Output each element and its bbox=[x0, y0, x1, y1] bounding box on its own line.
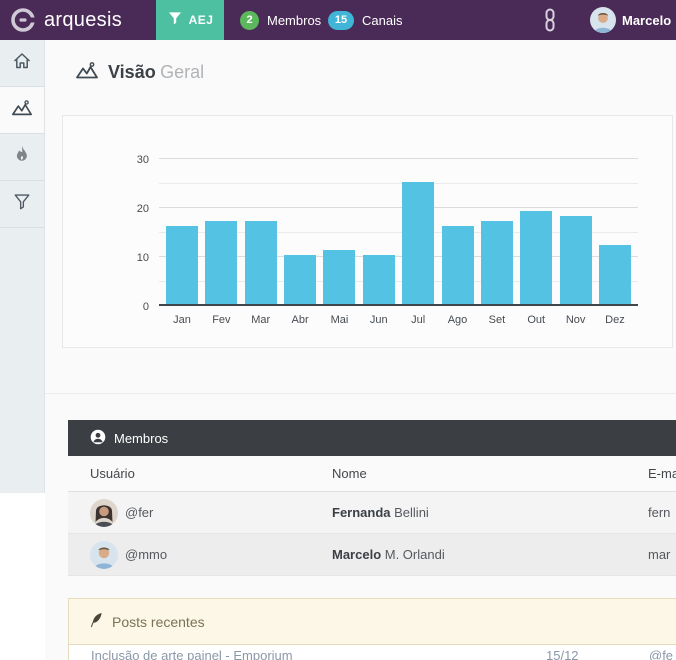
title-strong: Visão bbox=[108, 62, 156, 82]
column-header-nome: Nome bbox=[332, 466, 367, 481]
x-tick-label: Mai bbox=[330, 314, 349, 326]
member-email: mar bbox=[648, 547, 671, 562]
y-tick-label: 0 bbox=[142, 301, 149, 313]
bar-mai bbox=[323, 250, 356, 304]
recent-posts-panel: Posts recentes Inclusão de arte painel -… bbox=[68, 598, 676, 660]
sidebar-item-home[interactable] bbox=[0, 40, 44, 87]
x-tick-label: Abr bbox=[291, 314, 309, 326]
y-tick-label: 10 bbox=[136, 252, 149, 264]
sidebar-item-overview[interactable] bbox=[0, 87, 44, 134]
bar-jan bbox=[166, 225, 198, 304]
x-tick-label: Ago bbox=[447, 314, 468, 326]
main-content: Visão Geral 0 10 20 30 Jan Fev Mar Abr Mai Jun Ju… bbox=[45, 40, 676, 660]
x-tick-label: Nov bbox=[565, 314, 586, 326]
chart-plot: 0 10 20 30 bbox=[137, 154, 638, 313]
bar-set bbox=[480, 220, 513, 304]
sidebar-item-activity[interactable] bbox=[0, 134, 44, 181]
bar-out bbox=[520, 210, 553, 304]
x-tick-label: Set bbox=[488, 314, 506, 326]
arquesis-logo-icon bbox=[10, 7, 36, 33]
members-count-badge: 2 bbox=[240, 10, 259, 30]
y-tick-label: 30 bbox=[136, 154, 149, 166]
column-header-email: E-mail bbox=[648, 466, 676, 481]
filter-funnel-icon bbox=[13, 192, 31, 216]
members-panel-header: Membros bbox=[68, 420, 676, 456]
avatar-fernanda bbox=[90, 498, 118, 527]
channels-counter[interactable]: 15 Canais bbox=[328, 0, 402, 40]
members-panel: Membros Usuário Nome E-mail @fer Fernand bbox=[68, 420, 676, 576]
bar-mar bbox=[244, 220, 277, 304]
chart-x-labels: Jan Fev Mar Abr Mai Jun Jul Ago Set Out Nov Dez bbox=[159, 314, 638, 326]
member-first-name: Fernanda bbox=[332, 505, 391, 520]
bar-jun bbox=[362, 255, 395, 304]
gridline bbox=[159, 231, 638, 233]
funnel-icon bbox=[167, 10, 183, 31]
title-light: Geral bbox=[160, 62, 205, 82]
gridline bbox=[159, 182, 638, 184]
bar-jul bbox=[402, 181, 435, 304]
home-icon bbox=[12, 51, 32, 76]
image-mountain-icon bbox=[75, 60, 99, 85]
team-tab-aej[interactable]: AEJ bbox=[156, 0, 224, 40]
column-header-usuario: Usuário bbox=[90, 466, 135, 481]
post-author: @fe bbox=[649, 648, 674, 660]
sidebar-item-filter[interactable] bbox=[0, 181, 44, 228]
member-row-mmo[interactable]: @mmo Marcelo M. Orlandi mar bbox=[68, 534, 676, 576]
gridline bbox=[159, 158, 638, 159]
bar-ago bbox=[441, 225, 474, 304]
gridline bbox=[159, 280, 638, 282]
sidebar bbox=[0, 40, 45, 493]
x-tick-label: Mar bbox=[251, 314, 271, 326]
x-tick-label: Fev bbox=[212, 314, 231, 326]
members-counter-label: Membros bbox=[267, 12, 322, 28]
x-tick-label: Dez bbox=[605, 314, 625, 326]
member-email: fern bbox=[648, 505, 671, 520]
member-last-name: M. Orlandi bbox=[381, 547, 445, 562]
post-title: Inclusão de arte painel - Emporium bbox=[91, 648, 293, 660]
x-tick-label: Jul bbox=[411, 314, 426, 326]
channels-counter-label: Canais bbox=[362, 12, 403, 28]
avatar-marcelo bbox=[90, 540, 118, 569]
quill-icon bbox=[90, 612, 103, 631]
user-avatar[interactable] bbox=[590, 7, 616, 33]
bar-nov bbox=[559, 215, 592, 304]
brand-name: arquesis bbox=[44, 8, 122, 31]
member-row-fer[interactable]: @fer Fernanda Bellini fern bbox=[68, 492, 676, 534]
member-username: @fer bbox=[125, 505, 154, 520]
x-tick-label: Jun bbox=[369, 314, 388, 326]
gridline bbox=[159, 207, 638, 208]
x-tick-label: Out bbox=[527, 314, 546, 326]
section-divider bbox=[45, 393, 676, 394]
member-username: @mmo bbox=[125, 547, 168, 562]
bar-dez bbox=[598, 245, 631, 304]
image-mountain-icon bbox=[11, 98, 33, 122]
top-navbar: arquesis AEJ 2 Membros 15 Canais Marcelo bbox=[0, 0, 676, 40]
member-last-name: Bellini bbox=[390, 505, 429, 520]
gridline bbox=[159, 256, 638, 257]
members-panel-title: Membros bbox=[114, 430, 169, 446]
page-title: Visão Geral bbox=[75, 60, 204, 85]
post-date: 15/12 bbox=[546, 648, 579, 660]
bar-abr bbox=[284, 255, 317, 304]
team-label: AEJ bbox=[188, 13, 214, 27]
brand[interactable]: arquesis bbox=[10, 0, 122, 40]
post-row[interactable]: Inclusão de arte painel - Emporium 15/12… bbox=[69, 645, 676, 660]
monthly-posts-chart: 0 10 20 30 Jan Fev Mar Abr Mai Jun Jul Ago Set Out No… bbox=[62, 115, 673, 348]
x-tick-label: Jan bbox=[173, 314, 191, 326]
chain-icon[interactable] bbox=[542, 8, 562, 32]
person-icon bbox=[90, 429, 106, 448]
user-name[interactable]: Marcelo bbox=[622, 12, 672, 28]
flame-icon bbox=[14, 145, 30, 170]
members-table-header: Usuário Nome E-mail bbox=[68, 456, 676, 492]
bar-fev bbox=[205, 220, 238, 304]
member-first-name: Marcelo bbox=[332, 547, 382, 562]
y-tick-label: 20 bbox=[136, 203, 149, 215]
recent-posts-title: Posts recentes bbox=[112, 613, 205, 630]
recent-posts-header: Posts recentes bbox=[69, 599, 676, 645]
channels-count-badge: 15 bbox=[328, 10, 354, 30]
members-counter[interactable]: 2 Membros bbox=[240, 0, 321, 40]
chart-bars bbox=[159, 159, 638, 306]
